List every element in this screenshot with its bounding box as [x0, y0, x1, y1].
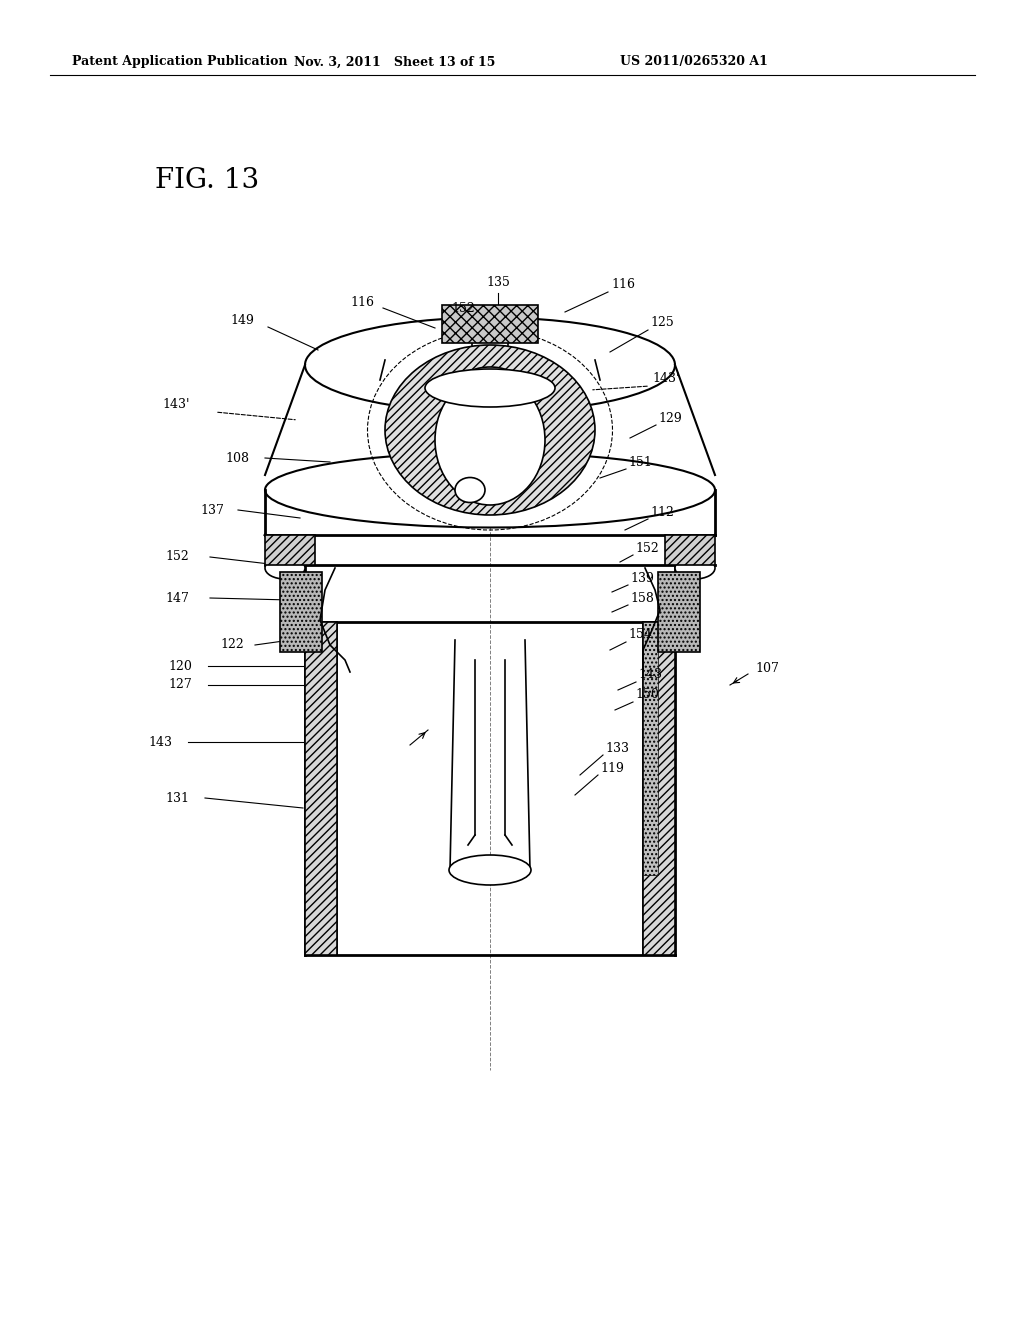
Text: Patent Application Publication: Patent Application Publication [72, 55, 288, 69]
Bar [265, 535, 315, 565]
Bar [305, 622, 337, 954]
Text: 143': 143' [652, 371, 680, 384]
Text: 154: 154 [628, 628, 652, 642]
Text: 150: 150 [635, 689, 658, 701]
Text: 122: 122 [220, 639, 244, 652]
Text: 143: 143 [148, 735, 172, 748]
Ellipse shape [449, 855, 531, 884]
Text: Nov. 3, 2011   Sheet 13 of 15: Nov. 3, 2011 Sheet 13 of 15 [294, 55, 496, 69]
Text: 143: 143 [638, 668, 662, 681]
Text: 149: 149 [230, 314, 254, 326]
Text: 143': 143' [162, 399, 189, 412]
Text: 127: 127 [168, 678, 191, 692]
Bar [658, 572, 700, 652]
Bar [280, 572, 322, 652]
Ellipse shape [455, 478, 485, 503]
Bar [665, 535, 715, 565]
Text: 137: 137 [200, 503, 224, 516]
Ellipse shape [675, 557, 715, 579]
Ellipse shape [435, 375, 545, 506]
Text: 119: 119 [600, 762, 624, 775]
Text: FIG. 13: FIG. 13 [155, 166, 259, 194]
Ellipse shape [265, 453, 715, 528]
Ellipse shape [385, 345, 595, 515]
Ellipse shape [265, 557, 305, 579]
Bar [442, 305, 538, 343]
Text: 152: 152 [165, 550, 188, 564]
Text: 139: 139 [630, 572, 654, 585]
Bar [643, 622, 675, 954]
Text: US 2011/0265320 A1: US 2011/0265320 A1 [620, 55, 768, 69]
Text: 108: 108 [225, 451, 249, 465]
Text: 112: 112 [650, 506, 674, 519]
Text: 116: 116 [350, 296, 374, 309]
Ellipse shape [465, 367, 515, 389]
Text: 125: 125 [650, 315, 674, 329]
Text: 147: 147 [165, 591, 188, 605]
Text: 107: 107 [755, 661, 779, 675]
Ellipse shape [425, 370, 555, 407]
Text: 133: 133 [605, 742, 629, 755]
Text: 131: 131 [165, 792, 189, 804]
Text: 152: 152 [635, 541, 658, 554]
Ellipse shape [305, 318, 675, 412]
Text: 135: 135 [486, 276, 510, 289]
Text: 151: 151 [628, 455, 652, 469]
Text: 129: 129 [658, 412, 682, 425]
Bar [643, 622, 658, 875]
Text: 116: 116 [611, 279, 635, 292]
Text: 158: 158 [630, 591, 654, 605]
Text: 120: 120 [168, 660, 191, 672]
Text: 152: 152 [452, 301, 475, 314]
